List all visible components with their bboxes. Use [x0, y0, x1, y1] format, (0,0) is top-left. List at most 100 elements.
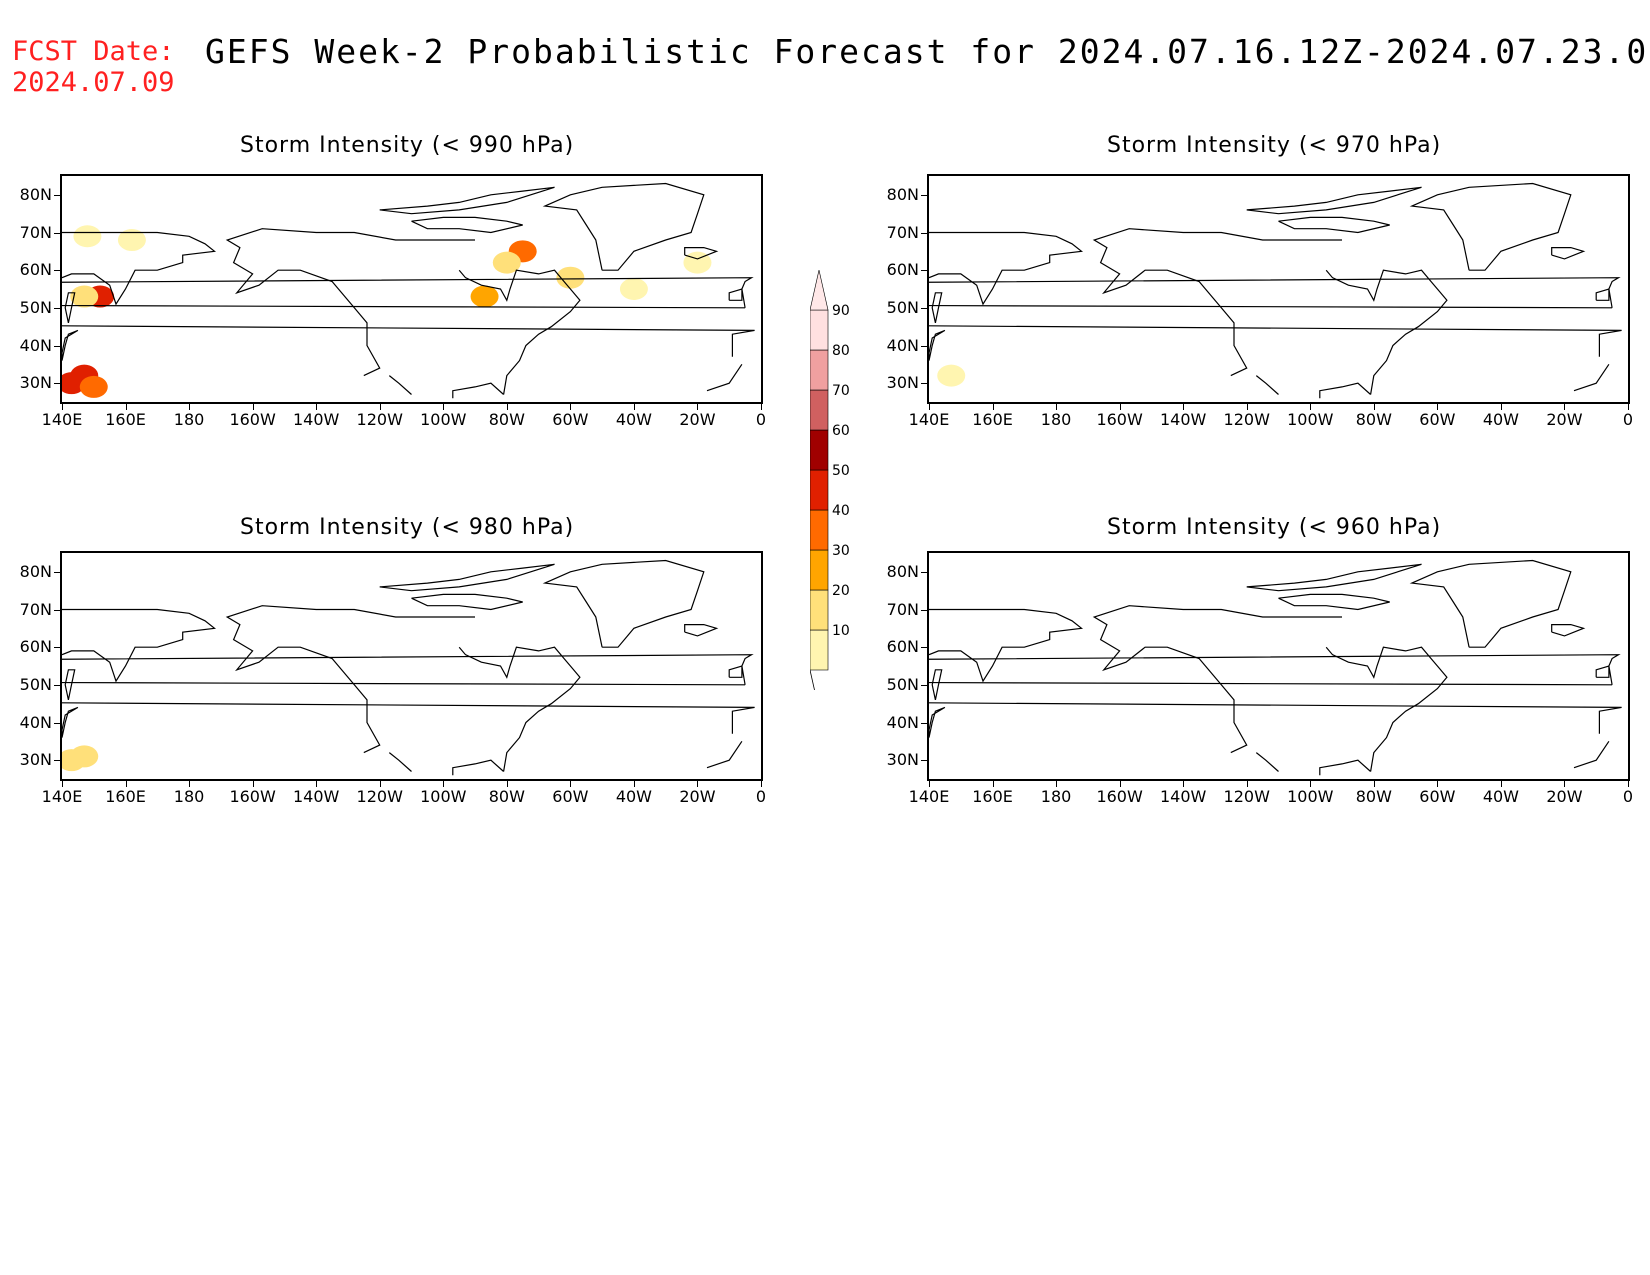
- lat-tick: [921, 232, 927, 234]
- coastline: [452, 382, 504, 399]
- lat-label: 70N: [19, 222, 52, 242]
- coastline: [62, 702, 755, 734]
- map-canvas: [929, 559, 1622, 776]
- coastline: [62, 706, 79, 738]
- coastline: [458, 269, 581, 395]
- probability-cell: [70, 745, 99, 768]
- lat-label: 70N: [886, 599, 919, 619]
- colorbar-swatch: [809, 509, 829, 551]
- map-canvas: [62, 559, 755, 776]
- lon-tick: [761, 781, 762, 787]
- colorbar-label: 70: [832, 383, 850, 399]
- lat-label: 70N: [19, 599, 52, 619]
- lat-label: 60N: [19, 260, 52, 280]
- lat-label: 30N: [19, 373, 52, 393]
- lon-label: 100W: [1287, 410, 1334, 429]
- lon-tick: [1500, 404, 1502, 410]
- colorbar: 10 20 30 40 50 60 70 80 90: [809, 269, 870, 711]
- coastline: [388, 752, 412, 772]
- lon-tick: [506, 404, 508, 410]
- colorbar-label: 40: [832, 503, 850, 519]
- coastline: [728, 288, 743, 301]
- lon-tick: [633, 404, 635, 410]
- lon-tick: [570, 404, 572, 410]
- lon-label: 160W: [1096, 410, 1143, 429]
- coastline: [225, 228, 475, 377]
- lat-label: 30N: [886, 373, 919, 393]
- lon-tick: [1246, 404, 1248, 410]
- page-title: GEFS Week-2 Probabilistic Forecast for 2…: [205, 32, 1650, 71]
- lat-tick: [54, 760, 60, 762]
- lon-tick: [1564, 404, 1566, 410]
- colorbar-swatch: [809, 389, 829, 431]
- lat-label: 70N: [886, 222, 919, 242]
- coastline: [62, 231, 217, 306]
- coastline: [225, 605, 475, 754]
- colorbar-label: 80: [832, 343, 850, 359]
- lat-label: 40N: [886, 712, 919, 732]
- lon-tick: [1310, 781, 1312, 787]
- lon-tick: [189, 781, 191, 787]
- lon-label: 120W: [356, 410, 403, 429]
- lat-tick: [921, 270, 927, 272]
- lon-tick: [1564, 781, 1566, 787]
- lat-tick: [54, 345, 60, 347]
- coastline: [929, 608, 1084, 683]
- coastline: [62, 277, 754, 309]
- coastline: [1255, 752, 1279, 772]
- coastline: [1325, 646, 1448, 772]
- lon-label: 180: [1040, 410, 1072, 429]
- lon-tick: [443, 404, 445, 410]
- lon-label: 60W: [1419, 787, 1456, 806]
- lat-label: 30N: [19, 750, 52, 770]
- coastline: [1551, 246, 1586, 260]
- lon-tick: [761, 404, 762, 410]
- colorbar-max-arrow: [809, 269, 829, 311]
- map-canvas: [929, 182, 1622, 399]
- lon-label: 100W: [420, 410, 467, 429]
- lon-tick: [1119, 781, 1121, 787]
- lon-tick: [1628, 404, 1629, 410]
- lat-label: 30N: [886, 750, 919, 770]
- lon-label: 80W: [488, 410, 525, 429]
- coastline: [62, 329, 79, 361]
- lat-tick: [921, 609, 927, 611]
- probability-cell: [619, 278, 648, 300]
- lon-label: 160E: [972, 787, 1013, 806]
- lon-label: 140W: [1159, 410, 1207, 429]
- coastline: [1255, 375, 1279, 395]
- colorbar-swatch: [809, 629, 829, 671]
- lon-tick: [1373, 781, 1375, 787]
- map-frame: [927, 174, 1630, 404]
- lon-tick: [1500, 781, 1502, 787]
- coastline: [1409, 559, 1572, 648]
- fcst-date-label: FCST Date:: [12, 36, 175, 67]
- lon-label: 160E: [105, 410, 146, 429]
- lon-tick: [1437, 781, 1439, 787]
- lon-label: 80W: [1355, 787, 1392, 806]
- lon-tick: [252, 404, 254, 410]
- coastline: [706, 363, 743, 392]
- lat-label: 50N: [19, 297, 52, 317]
- lon-label: 60W: [552, 787, 589, 806]
- lon-label: 140E: [41, 787, 83, 806]
- lat-label: 50N: [886, 297, 919, 317]
- lat-tick: [54, 609, 60, 611]
- coastline: [929, 654, 1621, 686]
- lat-tick: [921, 684, 927, 686]
- coastline: [929, 231, 1084, 306]
- lat-label: 40N: [19, 335, 52, 355]
- coastline: [411, 593, 523, 611]
- lon-tick: [992, 781, 994, 787]
- lat-tick: [54, 383, 60, 385]
- lon-tick: [633, 781, 635, 787]
- lon-tick: [992, 404, 994, 410]
- lon-tick: [316, 404, 318, 410]
- fcst-date-value: 2024.07.09: [12, 67, 175, 98]
- colorbar-swatch: [809, 429, 829, 471]
- lat-label: 60N: [19, 637, 52, 657]
- coastline: [1278, 216, 1390, 234]
- coastline: [411, 216, 523, 234]
- coastline: [1092, 605, 1342, 754]
- map-frame: [60, 551, 763, 781]
